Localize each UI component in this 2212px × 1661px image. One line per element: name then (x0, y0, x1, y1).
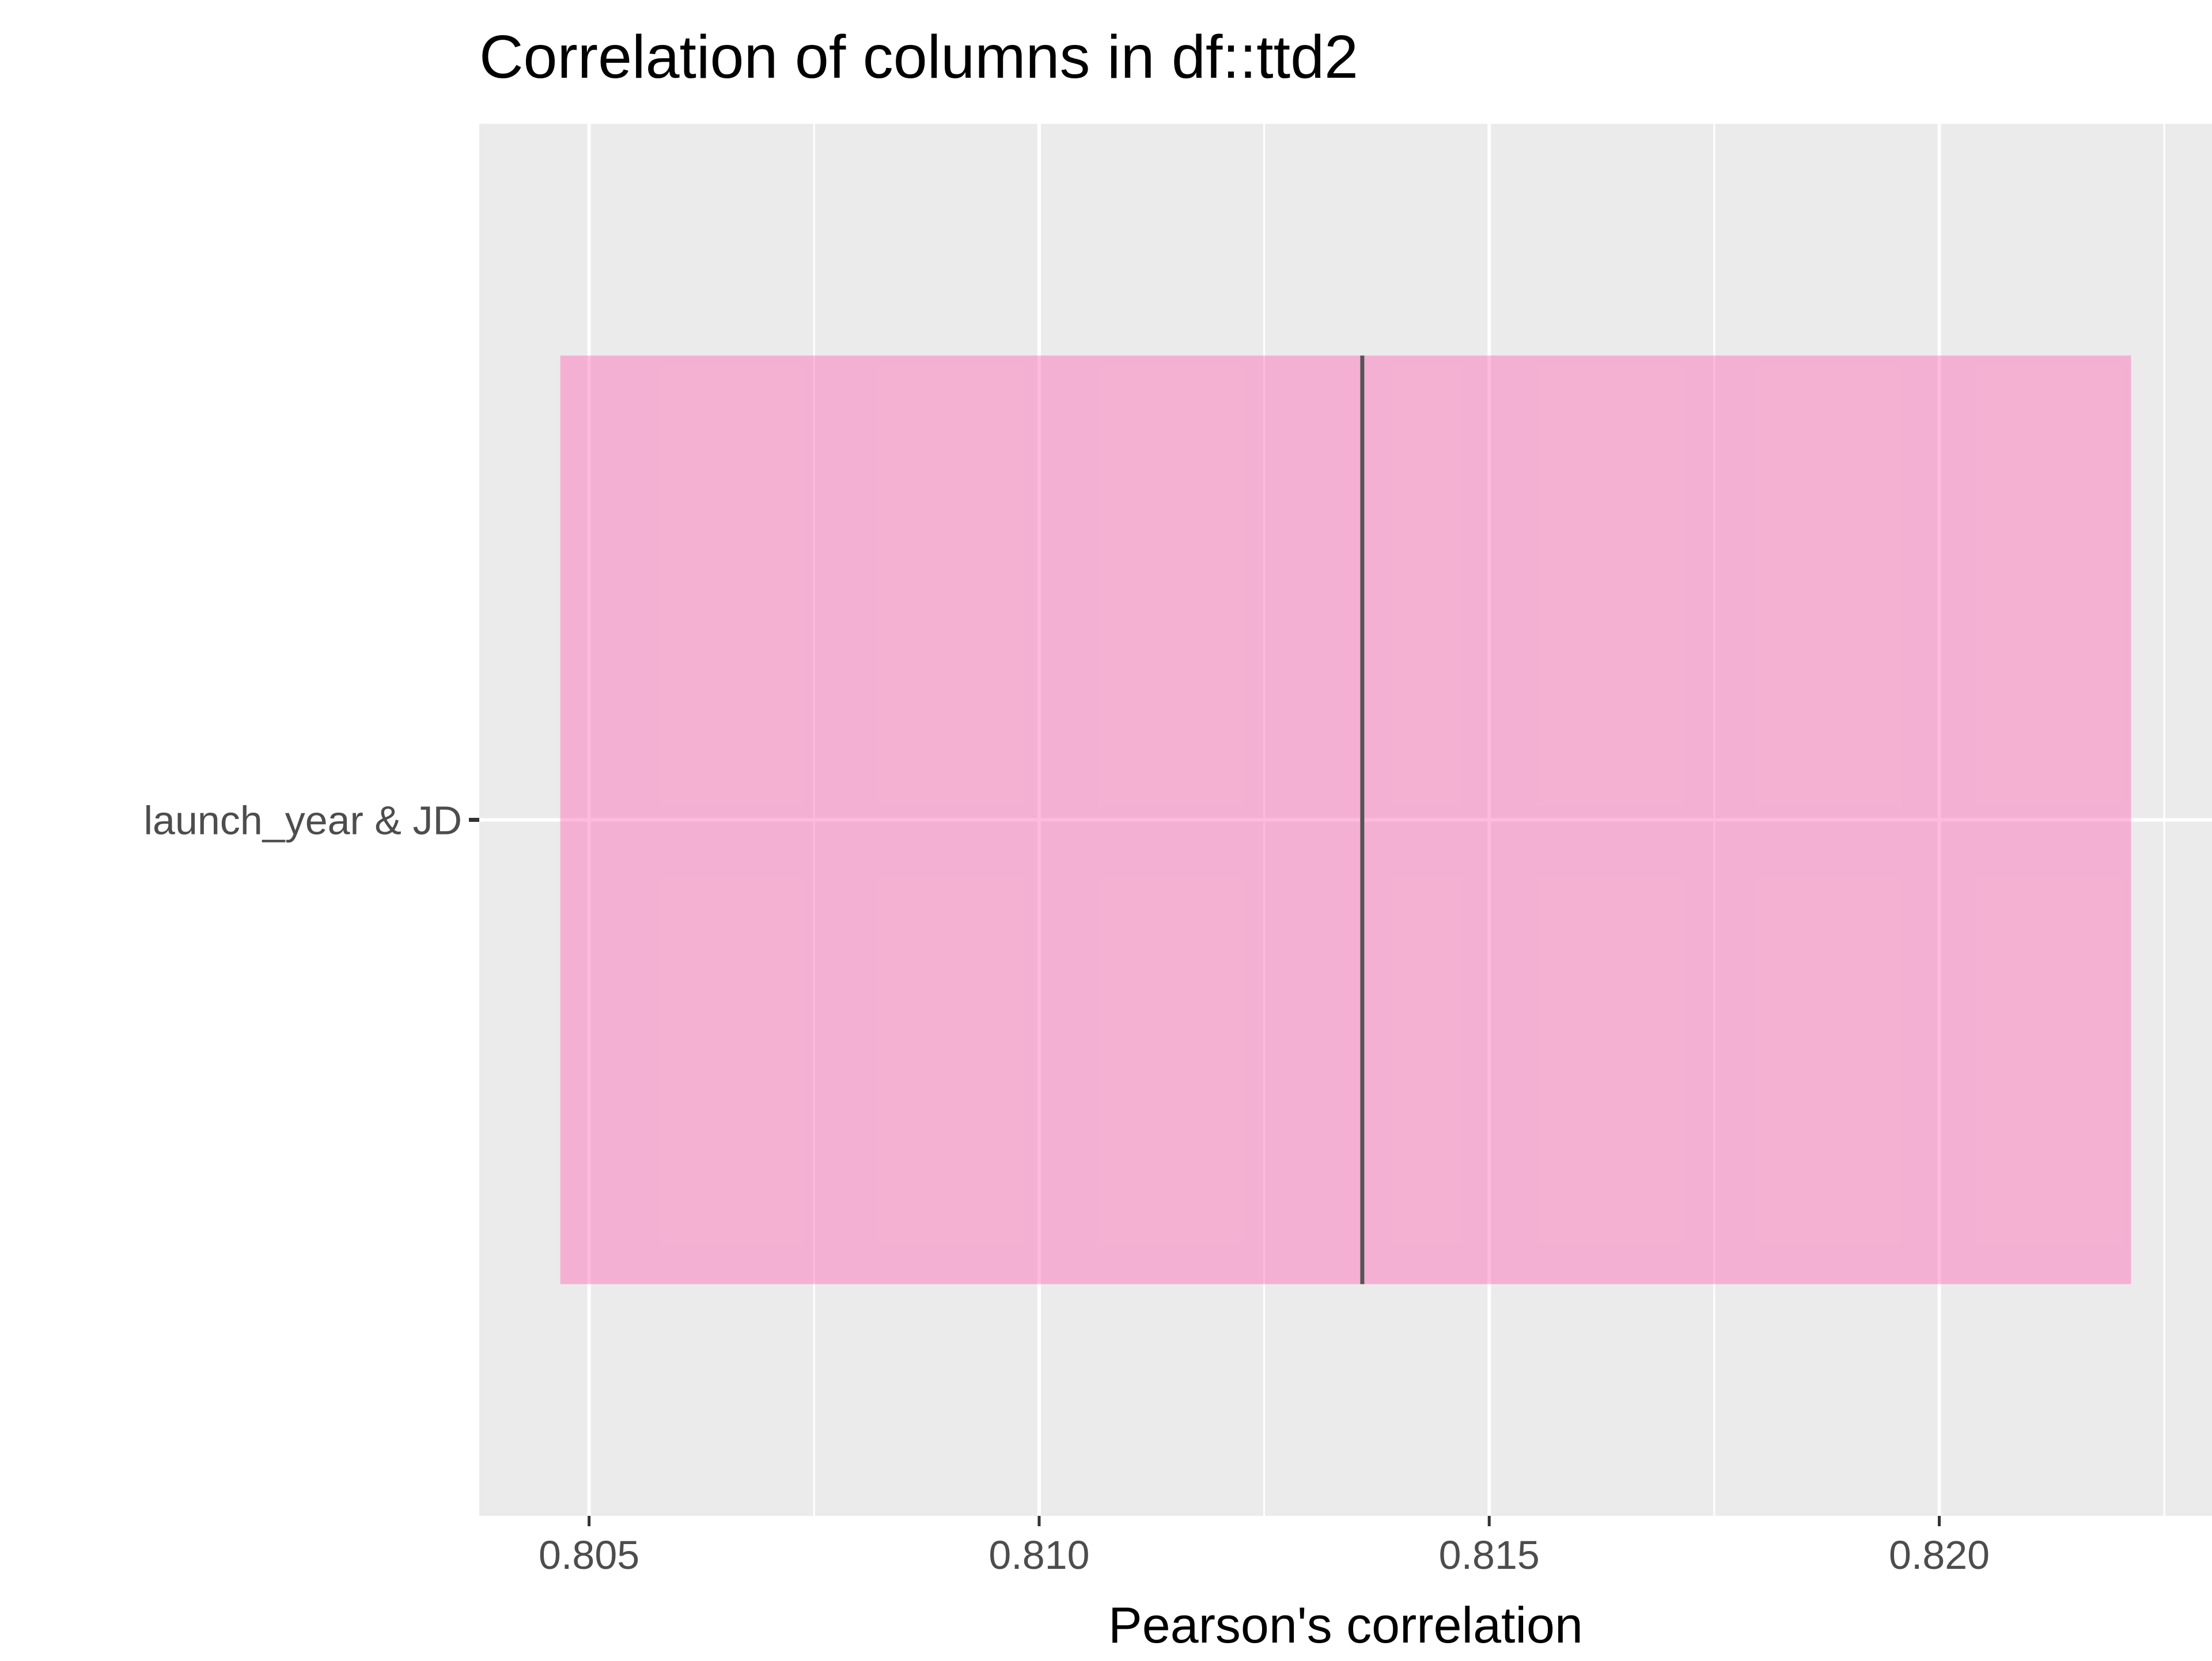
correlation-interval-bar (560, 355, 2131, 1284)
x-tick-label: 0.810 (988, 1533, 1089, 1577)
correlation-bars (560, 355, 2131, 1284)
y-axis-ticks: launch_year & JD (143, 798, 479, 843)
x-tick-label: 0.815 (1439, 1533, 1540, 1577)
x-tick-label: 0.820 (1889, 1533, 1990, 1577)
x-tick-label: 0.805 (539, 1533, 639, 1577)
x-axis-ticks: 0.805 0.810 0.815 0.820 (539, 1516, 1990, 1577)
y-tick-label: launch_year & JD (143, 798, 462, 843)
x-axis-title: Pearson's correlation (1108, 1596, 1583, 1654)
chart-title: Correlation of columns in df::ttd2 (479, 23, 1358, 91)
major-gridlines (479, 124, 2212, 1516)
